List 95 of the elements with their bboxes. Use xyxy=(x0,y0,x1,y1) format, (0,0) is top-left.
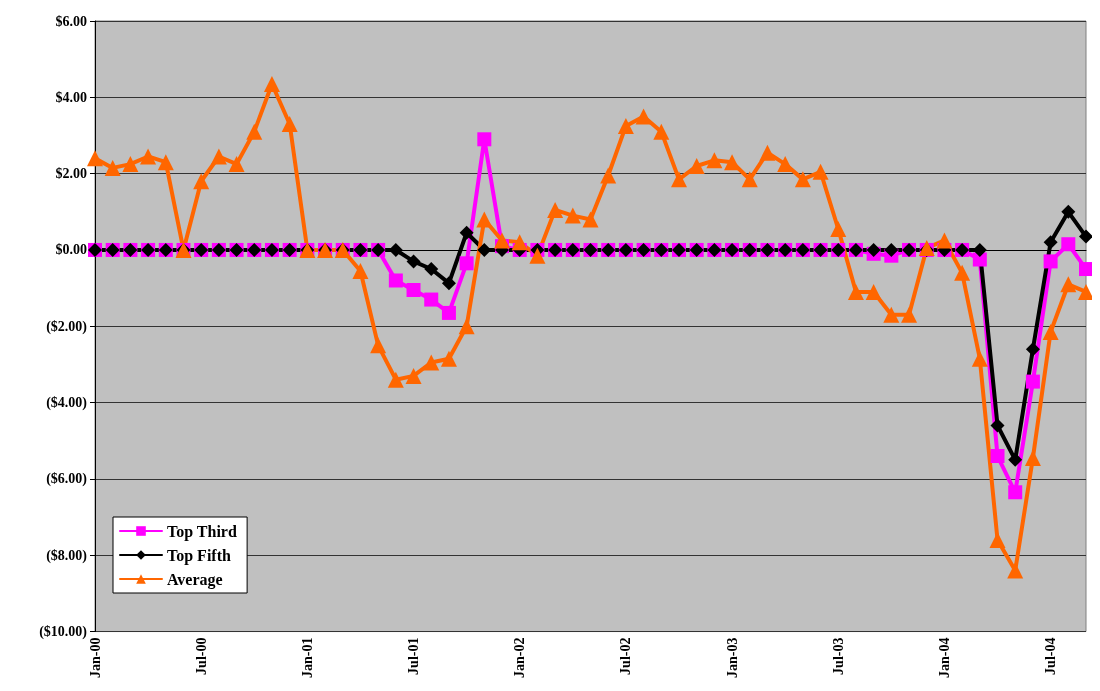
point xyxy=(511,234,528,251)
point xyxy=(157,154,174,171)
point xyxy=(1079,229,1092,244)
point xyxy=(406,254,421,269)
point xyxy=(1042,324,1059,340)
y-tick-label: $2.00 xyxy=(55,166,87,182)
x-tick-label: Jul-03 xyxy=(830,637,846,675)
point xyxy=(564,207,581,224)
point xyxy=(1043,235,1058,250)
point xyxy=(476,211,493,228)
point xyxy=(812,163,829,180)
point xyxy=(406,283,421,298)
point xyxy=(954,264,971,281)
point xyxy=(741,171,758,188)
x-tick-label: Jan-01 xyxy=(299,637,315,678)
y-tick-label: ($2.00) xyxy=(46,318,88,335)
point xyxy=(424,292,439,307)
point xyxy=(990,418,1005,433)
point xyxy=(423,354,440,371)
point xyxy=(971,350,988,367)
x-tick-label: Jan-00 xyxy=(87,637,103,678)
point xyxy=(706,152,723,169)
point xyxy=(1008,452,1023,467)
point xyxy=(477,132,492,147)
point xyxy=(1007,562,1024,579)
point xyxy=(759,144,776,161)
point xyxy=(582,211,599,228)
point xyxy=(936,232,953,249)
point xyxy=(847,283,864,300)
point xyxy=(653,123,670,140)
point xyxy=(370,337,387,354)
legend-label: Top Third xyxy=(167,522,237,541)
point xyxy=(1025,342,1040,357)
point xyxy=(140,148,157,165)
point xyxy=(670,171,687,188)
point xyxy=(547,201,564,218)
point xyxy=(459,256,474,271)
point xyxy=(104,159,121,176)
y-tick-label: $0.00 xyxy=(55,242,87,258)
point xyxy=(122,156,139,173)
point xyxy=(866,242,881,257)
point xyxy=(617,117,634,134)
point xyxy=(494,232,511,249)
x-tick-label: Jul-02 xyxy=(618,637,634,675)
point xyxy=(830,220,847,237)
point xyxy=(901,306,918,323)
point xyxy=(210,148,227,165)
point xyxy=(352,262,369,279)
legend-label: Top Fifth xyxy=(167,546,231,565)
y-tick-label: ($4.00) xyxy=(46,395,88,412)
y-tick-label: $6.00 xyxy=(55,13,87,29)
x-tick-label: Jul-00 xyxy=(193,637,209,675)
point xyxy=(424,262,439,277)
point xyxy=(884,242,899,257)
point xyxy=(1060,276,1077,293)
y-tick-label: ($10.00) xyxy=(39,624,88,641)
y-tick-label: ($8.00) xyxy=(46,547,88,564)
point xyxy=(263,75,280,92)
point xyxy=(1025,374,1040,389)
point xyxy=(1079,262,1092,277)
x-tick-label: Jul-01 xyxy=(406,637,422,675)
point xyxy=(228,156,245,173)
point xyxy=(989,531,1006,548)
point xyxy=(688,158,705,175)
point xyxy=(990,449,1005,464)
point xyxy=(388,273,403,288)
point xyxy=(1008,485,1023,500)
point xyxy=(883,306,900,323)
x-tick-label: Jul-04 xyxy=(1043,637,1059,675)
x-tick-label: Jan-03 xyxy=(724,637,740,678)
x-tick-label: Jan-02 xyxy=(512,637,528,678)
point xyxy=(193,173,210,190)
point xyxy=(281,116,298,133)
y-tick-label: ($6.00) xyxy=(46,471,88,488)
point xyxy=(246,123,263,140)
point xyxy=(529,247,546,264)
x-tick-label: Jan-04 xyxy=(936,637,952,678)
point xyxy=(794,171,811,188)
point xyxy=(865,283,882,300)
point xyxy=(635,108,652,125)
point xyxy=(441,276,456,291)
point xyxy=(405,367,422,384)
point xyxy=(477,242,492,257)
point xyxy=(1061,237,1076,252)
point xyxy=(387,371,404,388)
point xyxy=(458,318,475,335)
point xyxy=(1043,254,1058,269)
point xyxy=(441,305,456,320)
point xyxy=(459,225,474,240)
point xyxy=(440,350,457,367)
y-tick-label: $4.00 xyxy=(55,89,87,105)
point xyxy=(1061,204,1076,219)
point xyxy=(600,167,617,184)
legend-label: Average xyxy=(167,570,223,589)
point xyxy=(87,150,103,167)
